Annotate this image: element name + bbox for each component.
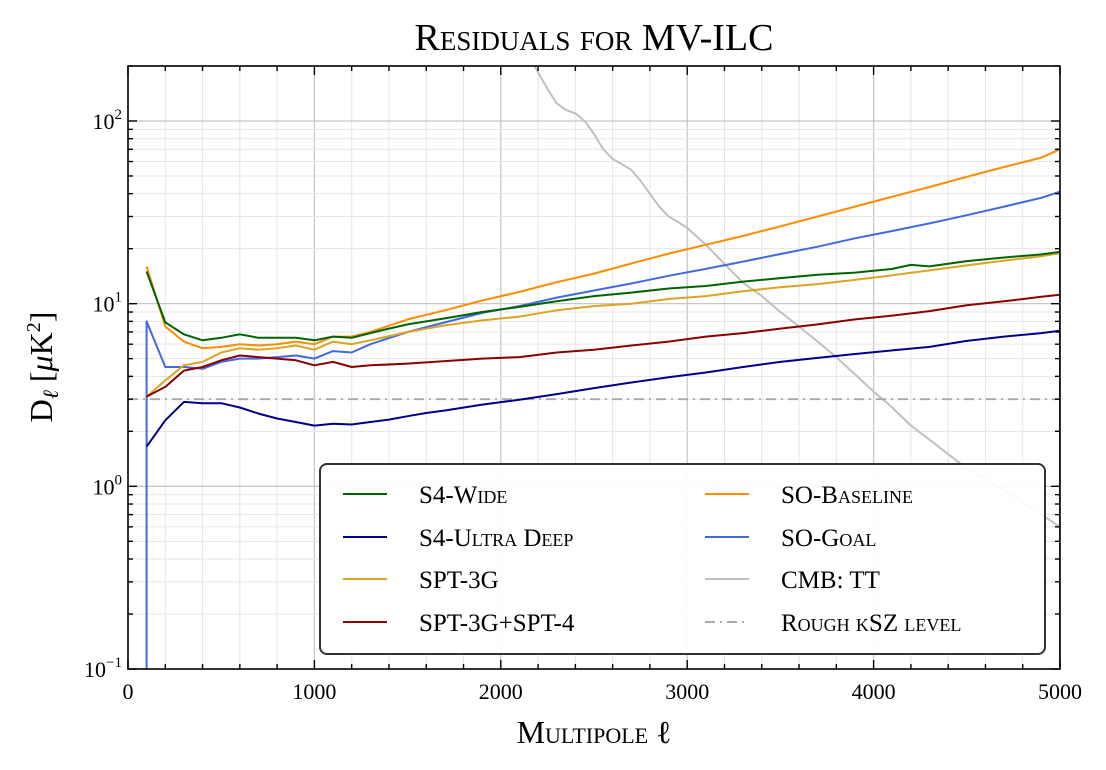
legend-box [319, 463, 1046, 655]
plot-frame [127, 65, 1061, 670]
series-line-s4-ultra-deep [145, 329, 1060, 448]
legend: S4-Wide S4-Ultra Deep SPT-3G SPT-3G+SPT-4 SO… [319, 463, 1046, 655]
legend-label: SO-Baseline [781, 482, 913, 509]
series-line-cmb-tt [533, 66, 1060, 528]
x-tick-label: 2000 [479, 679, 523, 704]
series-line-spt-3g-spt-4 [146, 293, 1060, 398]
x-tick-label: 1000 [292, 679, 336, 704]
y-tick-label: 102 [93, 107, 123, 134]
chart-title: Residuals for MV-ILC [415, 17, 774, 59]
legend-label: S4-Ultra Deep [419, 525, 573, 552]
x-tick-label: 5000 [1038, 679, 1082, 704]
y-tick-label: 101 [93, 290, 123, 317]
legend-label: SPT-3G [419, 567, 499, 594]
y-axis-label: Dℓ [μK2] [23, 312, 63, 423]
axis-ticks: 0 1000 2000 3000 4000 5000 10−1 100 101 102 [84, 65, 1082, 704]
x-tick-label: 4000 [852, 679, 896, 704]
x-tick-label: 3000 [665, 679, 709, 704]
y-tick-label: 100 [93, 472, 123, 499]
plot-area [128, 66, 1060, 669]
legend-label: Rough kSZ level [781, 610, 961, 637]
legend-label: SO-Goal [781, 525, 876, 552]
series-line-s4-wide [145, 250, 1060, 342]
series-line-spt-3g [145, 252, 1060, 398]
y-tick-label: 10−1 [84, 655, 122, 682]
x-axis-label: Multipole ℓ [517, 714, 672, 750]
legend-label: CMB: TT [781, 567, 880, 594]
legend-label: SPT-3G+SPT-4 [419, 610, 575, 637]
legend-label: S4-Wide [419, 482, 507, 509]
x-tick-label: 0 [123, 679, 134, 704]
series-line-so-baseline [145, 148, 1060, 350]
